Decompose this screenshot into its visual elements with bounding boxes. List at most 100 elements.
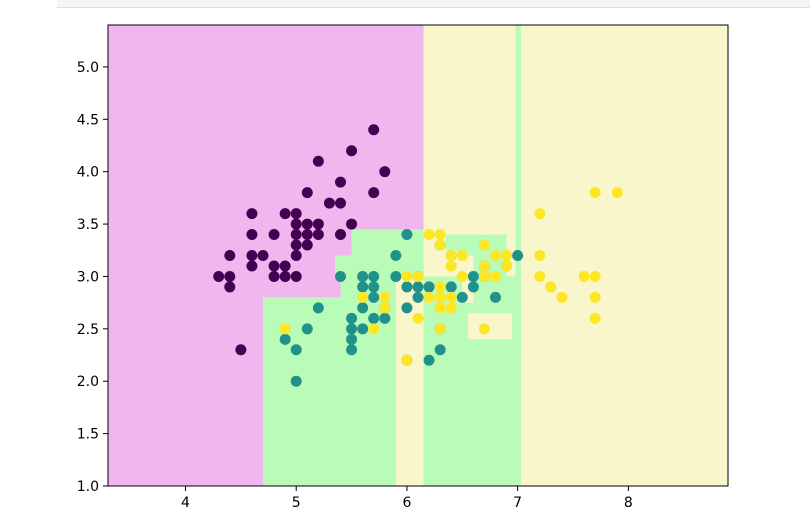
y-tick-label: 3.5 (77, 217, 99, 233)
data-point-class-1 (357, 281, 369, 293)
data-point-class-0 (279, 208, 291, 220)
data-point-class-0 (335, 176, 346, 188)
data-point-class-2 (545, 281, 557, 293)
data-point-class-0 (368, 187, 380, 199)
y-tick-label: 1.0 (77, 479, 99, 495)
data-point-class-1 (346, 323, 358, 335)
data-point-class-1 (368, 291, 380, 303)
data-point-class-2 (423, 229, 435, 241)
data-point-class-0 (224, 250, 236, 261)
decision-region-class-1 (351, 229, 424, 256)
decision-region-class-2 (451, 255, 474, 277)
data-point-class-1 (301, 323, 313, 335)
decision-region-class-1 (445, 234, 457, 251)
data-point-class-1 (390, 250, 402, 261)
data-point-class-1 (445, 281, 457, 293)
data-point-class-1 (401, 229, 413, 241)
data-point-class-1 (357, 302, 369, 314)
data-point-class-1 (312, 302, 324, 314)
data-point-class-2 (478, 260, 490, 272)
data-point-class-1 (368, 270, 380, 282)
y-tick-label: 2.0 (77, 374, 99, 390)
x-tick-label: 4 (181, 495, 190, 511)
decision-region-class-2 (467, 313, 513, 340)
data-point-class-0 (301, 229, 313, 241)
data-point-class-2 (534, 208, 546, 220)
data-point-class-2 (445, 250, 457, 261)
data-point-class-2 (434, 302, 446, 314)
data-point-class-0 (268, 229, 280, 241)
y-tick-label: 4.5 (77, 112, 99, 128)
data-point-class-2 (490, 250, 501, 261)
data-point-class-0 (301, 239, 313, 251)
data-point-class-2 (478, 270, 490, 282)
data-point-class-1 (368, 281, 380, 293)
decision-region-class-1 (334, 255, 424, 277)
data-point-class-2 (445, 260, 457, 272)
data-point-class-0 (335, 197, 346, 209)
data-point-class-0 (257, 250, 269, 261)
data-point-class-2 (478, 323, 490, 335)
output-cell-top-border (57, 0, 810, 8)
data-point-class-0 (279, 270, 291, 282)
data-point-class-0 (323, 197, 335, 209)
data-point-class-1 (467, 270, 479, 282)
data-point-class-0 (312, 218, 324, 230)
data-point-class-2 (445, 302, 457, 314)
data-point-class-1 (335, 270, 346, 282)
data-point-class-2 (434, 291, 446, 303)
data-point-class-1 (390, 270, 402, 282)
data-point-class-2 (445, 291, 457, 303)
data-point-class-2 (611, 187, 623, 199)
data-point-class-1 (368, 312, 380, 324)
data-point-class-2 (456, 250, 468, 261)
data-point-class-1 (290, 344, 302, 356)
data-point-class-1 (456, 291, 468, 303)
data-point-class-0 (224, 270, 236, 282)
data-point-class-2 (589, 312, 601, 324)
data-point-class-2 (478, 239, 490, 251)
data-point-class-0 (246, 208, 258, 220)
x-tick-label: 8 (624, 495, 633, 511)
data-point-class-2 (490, 270, 501, 282)
data-point-class-2 (534, 270, 546, 282)
data-point-class-2 (534, 250, 546, 261)
data-point-class-0 (290, 250, 302, 261)
y-tick-label: 1.5 (77, 427, 99, 443)
data-point-class-2 (412, 312, 424, 324)
data-point-class-1 (357, 323, 369, 335)
data-point-class-1 (290, 375, 302, 387)
x-tick-label: 5 (292, 495, 301, 511)
data-point-class-1 (423, 354, 435, 366)
y-axis: 1.0 1.5 2.0 2.5 3.0 3.5 4.0 4.5 5.0 (77, 60, 108, 495)
data-point-class-2 (401, 354, 413, 366)
data-point-class-1 (401, 281, 413, 293)
data-point-class-2 (434, 229, 446, 241)
data-point-class-2 (434, 281, 446, 293)
data-point-class-0 (301, 218, 313, 230)
data-point-class-1 (434, 344, 446, 356)
data-point-class-1 (512, 250, 524, 261)
data-point-class-0 (235, 344, 247, 356)
data-point-class-2 (357, 291, 369, 303)
data-point-class-0 (279, 260, 291, 272)
data-point-class-1 (412, 281, 424, 293)
data-point-class-0 (379, 166, 391, 178)
data-point-class-1 (346, 344, 358, 356)
data-point-class-0 (213, 270, 225, 282)
decision-region-class-1 (515, 25, 521, 303)
data-point-class-1 (357, 270, 369, 282)
data-point-class-2 (456, 270, 468, 282)
data-point-class-2 (501, 250, 513, 261)
data-point-class-0 (290, 270, 302, 282)
data-point-class-2 (423, 291, 435, 303)
data-point-class-2 (434, 323, 446, 335)
data-point-class-0 (268, 270, 280, 282)
data-point-class-1 (346, 333, 358, 345)
data-point-class-0 (301, 187, 313, 199)
data-point-class-1 (401, 302, 413, 314)
y-tick-label: 5.0 (77, 60, 99, 76)
y-tick-label: 4.0 (77, 165, 99, 181)
data-point-class-2 (368, 323, 380, 335)
